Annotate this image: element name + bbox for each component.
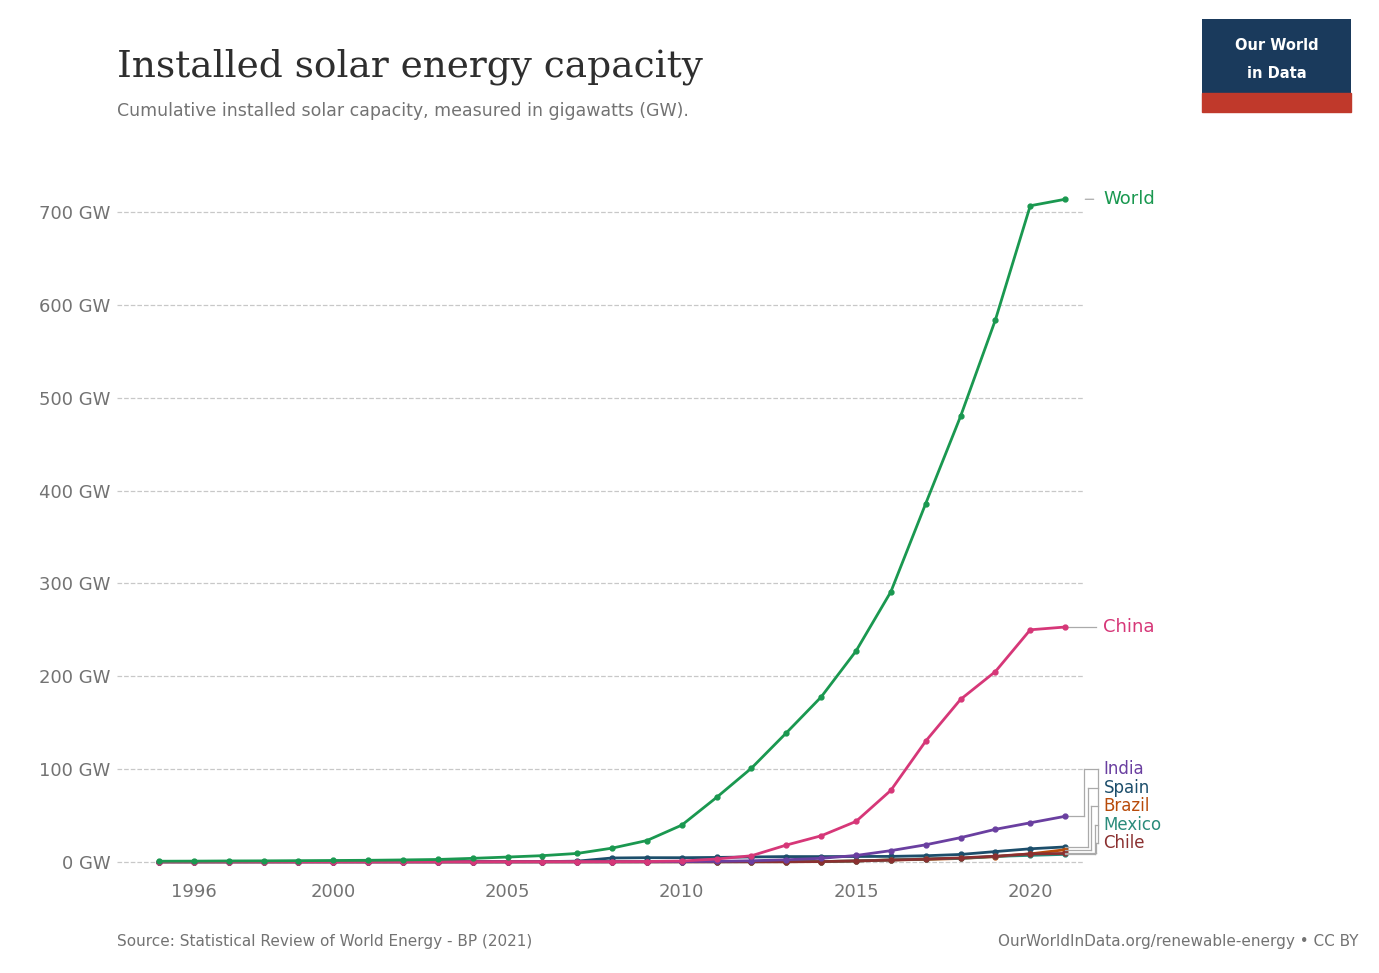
Text: Cumulative installed solar capacity, measured in gigawatts (GW).: Cumulative installed solar capacity, mea… (117, 102, 690, 120)
Bar (1202, 93, 1351, 112)
Text: Source: Statistical Review of World Energy - BP (2021): Source: Statistical Review of World Ener… (117, 934, 532, 949)
Text: India: India (1103, 760, 1145, 778)
Text: Chile: Chile (1103, 834, 1145, 852)
Text: in Data: in Data (1247, 65, 1307, 81)
Text: Our World: Our World (1236, 38, 1318, 53)
Text: Brazil: Brazil (1103, 797, 1150, 815)
Text: Spain: Spain (1103, 778, 1150, 797)
Text: Installed solar energy capacity: Installed solar energy capacity (117, 49, 703, 86)
Text: World: World (1103, 191, 1156, 208)
Text: OurWorldInData.org/renewable-energy • CC BY: OurWorldInData.org/renewable-energy • CC… (998, 934, 1358, 949)
Text: Mexico: Mexico (1103, 815, 1161, 834)
Text: China: China (1103, 618, 1156, 636)
